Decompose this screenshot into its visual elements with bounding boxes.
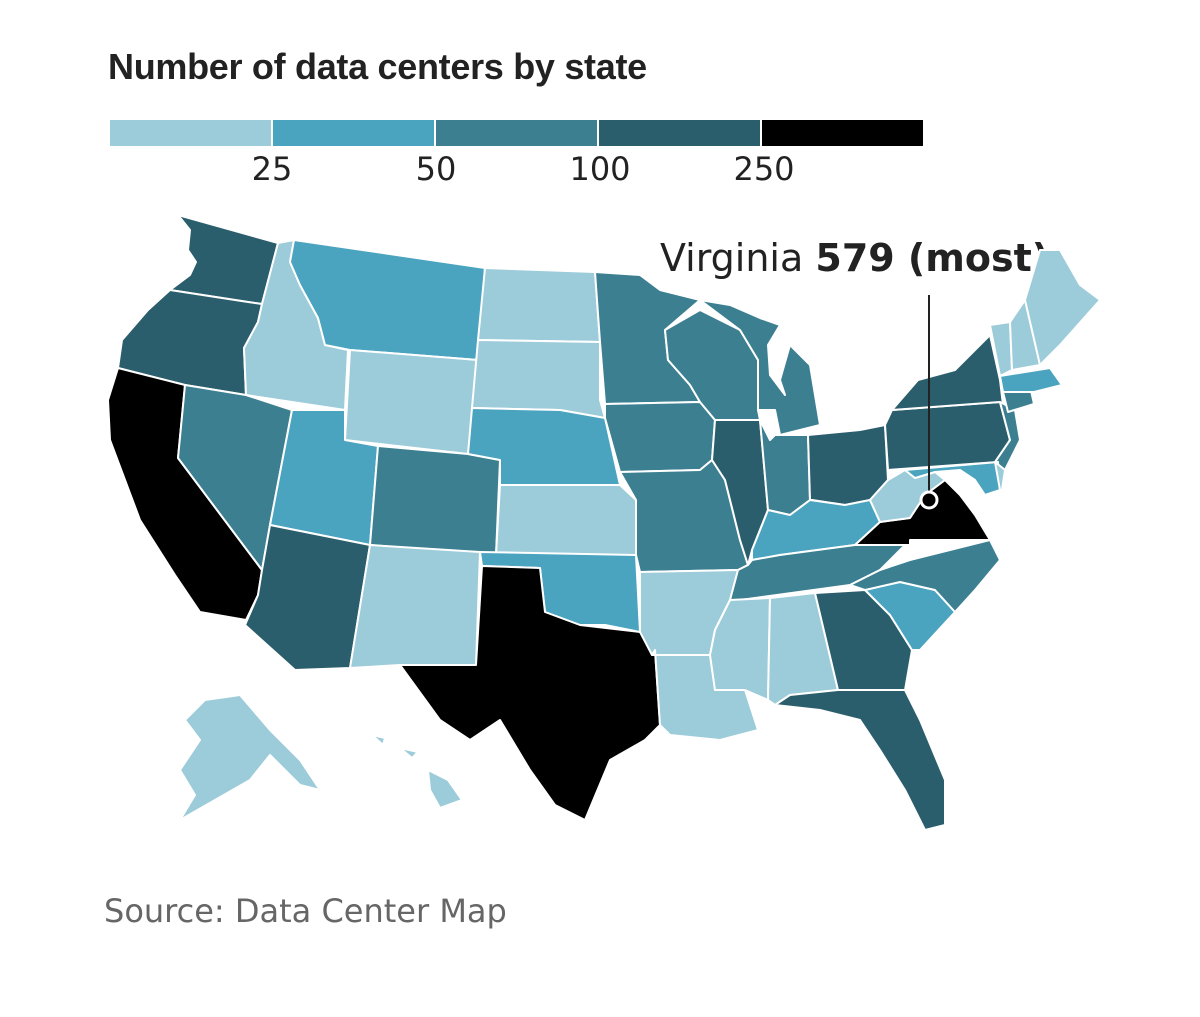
state-pennsylvania[interactable] (884, 401, 1011, 471)
state-texas[interactable] (399, 565, 661, 821)
annotation-state: Virginia (660, 236, 804, 280)
state-new-mexico[interactable] (349, 544, 481, 669)
legend-tick-50: 50 (415, 150, 457, 188)
legend-bin-5 (762, 120, 923, 146)
state-hawaii[interactable] (371, 734, 463, 809)
virginia-annotation: Virginia 579 (most) (660, 236, 1049, 280)
annotation-marker (919, 490, 939, 510)
legend-bin-4 (599, 120, 760, 146)
state-washington[interactable] (169, 214, 279, 305)
annotation-value: 579 (most) (815, 236, 1050, 280)
legend-tick-25: 25 (251, 150, 293, 188)
state-south-dakota[interactable] (471, 339, 606, 419)
state-west-virginia[interactable] (869, 469, 946, 523)
chart-title: Number of data centers by state (108, 46, 647, 87)
state-north-dakota[interactable] (477, 267, 601, 343)
legend-bin-2 (273, 120, 434, 146)
legend-tick-100: 100 (569, 150, 631, 188)
legend-ticks: 25 50 100 250 (0, 150, 1200, 190)
source-note: Source: Data Center Map (104, 892, 507, 930)
state-florida[interactable] (774, 689, 946, 831)
state-massachusetts[interactable] (999, 367, 1063, 393)
legend-bin-3 (436, 120, 597, 146)
state-kansas[interactable] (495, 484, 637, 556)
legend-tick-250: 250 (733, 150, 795, 188)
state-north-carolina[interactable] (849, 539, 1001, 613)
state-michigan[interactable] (699, 299, 821, 436)
state-colorado[interactable] (369, 445, 501, 556)
color-legend (110, 120, 923, 146)
state-indiana[interactable] (759, 419, 811, 516)
state-delaware[interactable] (994, 461, 1006, 491)
legend-bin-1 (110, 120, 271, 146)
state-alaska[interactable] (179, 694, 321, 821)
state-maine[interactable] (1024, 249, 1101, 366)
state-wyoming[interactable] (344, 349, 479, 455)
state-iowa[interactable] (604, 401, 716, 473)
